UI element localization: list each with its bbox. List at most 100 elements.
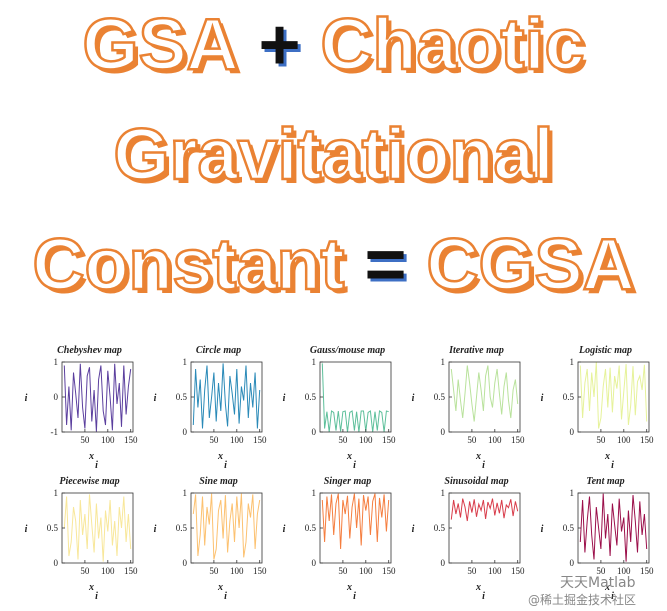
title-word: CGSA xyxy=(425,224,636,307)
y-tick-label: 0 xyxy=(570,558,575,568)
x-tick-label: 150 xyxy=(124,566,138,576)
y-axis-label: i xyxy=(283,393,286,404)
x-tick-label: 150 xyxy=(511,435,525,445)
y-axis-label: i xyxy=(25,393,28,404)
x-tick-label: 100 xyxy=(101,566,115,576)
y-axis-label: i xyxy=(154,393,157,404)
y-axis-label: i xyxy=(541,393,544,404)
x-axis-label-sub: i xyxy=(611,460,614,471)
title-line: Gravitational xyxy=(0,105,667,205)
y-tick-label: 0 xyxy=(54,558,59,568)
series-line xyxy=(321,363,389,433)
x-axis-label-sub: i xyxy=(353,591,356,602)
title-word: GSA xyxy=(81,4,240,87)
chart-title: Circle map xyxy=(196,345,241,356)
y-tick-label: 0 xyxy=(54,392,59,402)
x-tick-label: 100 xyxy=(617,435,631,445)
y-tick-label: 1 xyxy=(183,488,188,498)
y-tick-label: 0.5 xyxy=(563,523,575,533)
title-operator: = xyxy=(364,225,407,305)
x-axis-label-sub: i xyxy=(95,460,98,471)
y-tick-label: 1 xyxy=(54,357,59,367)
x-axis-label-sub: i xyxy=(353,460,356,471)
x-tick-label: 100 xyxy=(488,435,502,445)
y-tick-label: 1 xyxy=(441,357,446,367)
y-tick-label: 0.5 xyxy=(176,523,188,533)
x-tick-label: 100 xyxy=(359,566,373,576)
x-tick-label: 50 xyxy=(467,435,477,445)
y-axis-label: i xyxy=(283,524,286,535)
x-tick-label: 50 xyxy=(80,435,90,445)
chart-title: Sinusoidal map xyxy=(444,476,508,487)
x-tick-label: 150 xyxy=(253,566,267,576)
y-axis-label: i xyxy=(154,524,157,535)
x-axis-label-sub: i xyxy=(224,591,227,602)
x-tick-label: 50 xyxy=(338,566,348,576)
chart-title: Singer map xyxy=(324,476,372,487)
x-tick-label: 100 xyxy=(230,566,244,576)
x-axis-label: x xyxy=(217,451,223,462)
x-tick-label: 150 xyxy=(124,435,138,445)
watermark: 天天Matlab xyxy=(560,575,636,591)
x-tick-label: 150 xyxy=(253,435,267,445)
watermark: @稀土掘金技术社区 xyxy=(528,593,637,607)
title-word: Constant xyxy=(31,224,345,307)
x-axis-label: x xyxy=(88,451,94,462)
y-tick-label: 0 xyxy=(183,558,188,568)
y-axis-label: i xyxy=(412,524,415,535)
x-axis-label: x xyxy=(346,451,352,462)
x-axis-label: x xyxy=(88,582,94,593)
title-operator: + xyxy=(258,5,301,85)
y-tick-label: 0.5 xyxy=(434,392,446,402)
y-tick-label: 1 xyxy=(570,488,575,498)
x-axis-label: x xyxy=(604,582,610,593)
y-tick-label: 0 xyxy=(312,558,317,568)
title-word: Chaotic xyxy=(319,4,586,87)
x-axis-label: x xyxy=(346,582,352,593)
x-tick-label: 100 xyxy=(617,566,631,576)
y-tick-label: 0.5 xyxy=(47,523,59,533)
chart-title: Chebyshev map xyxy=(57,345,122,356)
x-tick-label: 50 xyxy=(596,566,606,576)
chart-title: Piecewise map xyxy=(59,476,119,487)
x-axis-label-sub: i xyxy=(611,591,614,602)
x-axis-label: x xyxy=(604,451,610,462)
series-line xyxy=(192,493,261,560)
y-tick-label: 1 xyxy=(183,357,188,367)
y-tick-label: 0 xyxy=(570,427,575,437)
x-axis-label-sub: i xyxy=(482,591,485,602)
series-line xyxy=(192,363,261,429)
chart-title: Gauss/mouse map xyxy=(310,345,385,356)
x-tick-label: 50 xyxy=(467,566,477,576)
x-tick-label: 100 xyxy=(101,435,115,445)
y-tick-label: 0 xyxy=(183,427,188,437)
x-axis-label-sub: i xyxy=(95,591,98,602)
x-axis-label: x xyxy=(475,582,481,593)
series-line xyxy=(321,493,390,550)
y-tick-label: 0 xyxy=(441,427,446,437)
x-axis-label: x xyxy=(217,582,223,593)
x-tick-label: 150 xyxy=(640,435,654,445)
chart-title: Logistic map xyxy=(578,345,632,356)
y-tick-label: 1 xyxy=(441,488,446,498)
y-tick-label: 1 xyxy=(312,488,317,498)
title-line: GSA + Chaotic xyxy=(0,0,667,95)
y-tick-label: 1 xyxy=(570,357,575,367)
y-axis-label: i xyxy=(25,524,28,535)
chart-title: Tent map xyxy=(586,476,624,487)
title-line: Constant = CGSA xyxy=(0,215,667,315)
y-tick-label: 0.5 xyxy=(305,523,317,533)
series-line xyxy=(63,494,132,562)
x-tick-label: 50 xyxy=(596,435,606,445)
x-tick-label: 100 xyxy=(230,435,244,445)
chart-title: Iterative map xyxy=(448,345,504,356)
y-tick-label: 0.5 xyxy=(563,392,575,402)
y-tick-label: 0.5 xyxy=(305,392,317,402)
y-tick-label: 0.5 xyxy=(434,523,446,533)
x-tick-label: 50 xyxy=(209,435,219,445)
series-line xyxy=(63,363,132,432)
x-tick-label: 150 xyxy=(640,566,654,576)
y-tick-label: 0 xyxy=(441,558,446,568)
